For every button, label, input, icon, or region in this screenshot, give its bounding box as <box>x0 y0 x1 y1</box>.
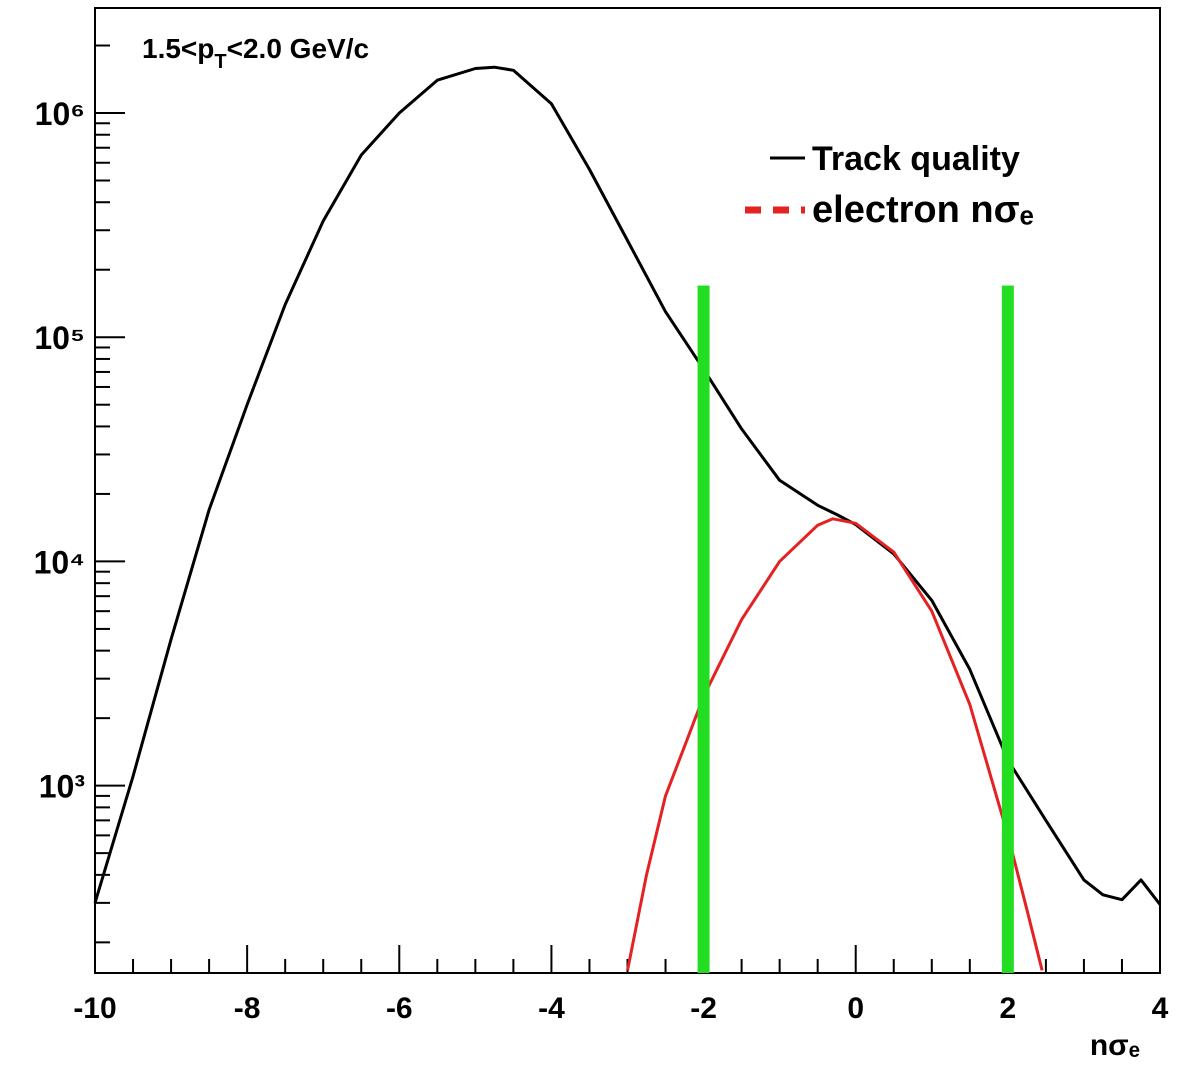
x-axis-label: nσₑ <box>1090 1029 1140 1062</box>
series-line <box>626 517 1044 971</box>
cut-line <box>697 285 710 974</box>
legend-label: electron nσₑ <box>812 189 1034 231</box>
annotation-text: <2.0 GeV/c <box>227 33 369 64</box>
x-tick-label: -2 <box>690 992 717 1025</box>
y-tick-label: 10⁴ <box>34 544 85 580</box>
series-line <box>93 65 1162 906</box>
cut-line <box>1001 285 1014 974</box>
x-tick-label: -4 <box>538 992 565 1025</box>
x-tick-label: -10 <box>73 992 116 1025</box>
x-tick-label: 2 <box>1000 992 1017 1025</box>
x-tick-label: -8 <box>234 992 261 1025</box>
x-tick-label: -6 <box>386 992 413 1025</box>
y-tick-label: 10³ <box>39 769 85 805</box>
y-tick-label: 10⁵ <box>34 320 85 356</box>
legend-label: Track quality <box>812 140 1020 178</box>
annotation-text: 1.5<p <box>142 33 214 64</box>
annotation-subscript: T <box>214 51 226 73</box>
x-tick-label: 4 <box>1152 992 1169 1025</box>
y-tick-label: 10⁶ <box>35 96 85 132</box>
x-tick-label: 0 <box>847 992 864 1025</box>
annotation: 1.5<pT<2.0 GeV/c <box>142 33 369 73</box>
